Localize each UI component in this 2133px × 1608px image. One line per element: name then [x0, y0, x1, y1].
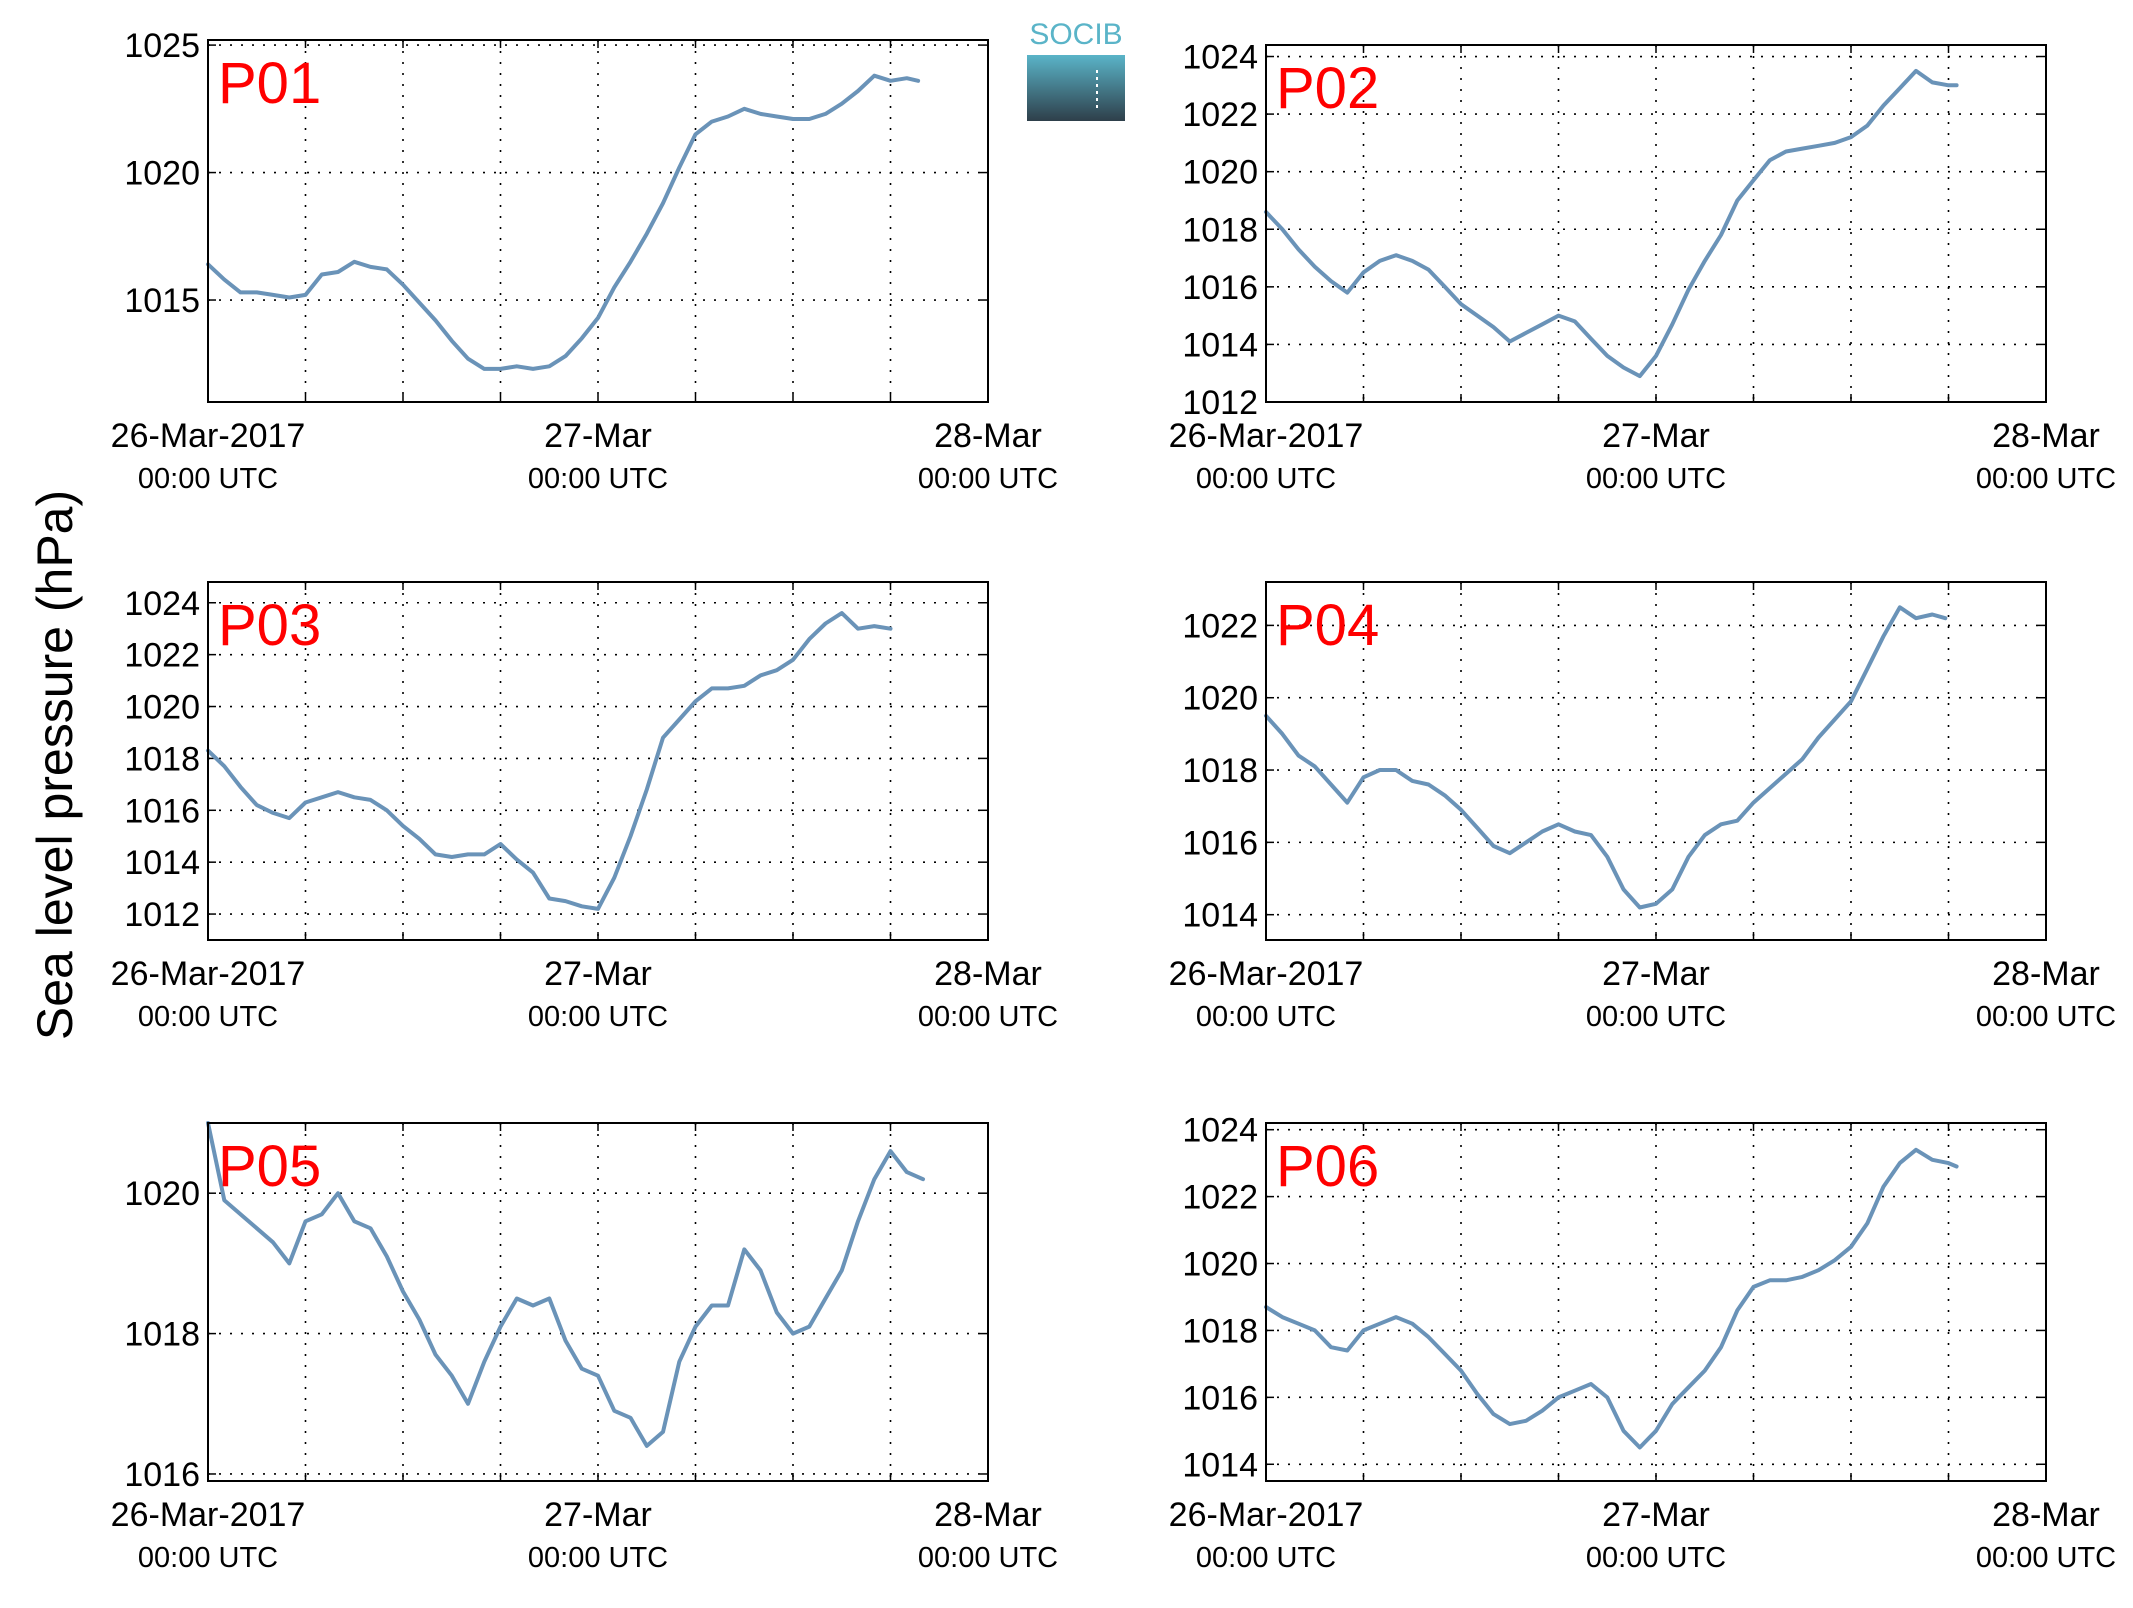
x-tick-label: 28-Mar [1992, 955, 2100, 993]
x-tick-time-label: 00:00 UTC [138, 463, 278, 495]
y-tick-label: 1014 [124, 844, 200, 882]
chart-panel-p01: 1015 1020 1025 26-Mar-2017 00:00 UTC 27-Mar 00… [111, 27, 1058, 495]
axes-frame [1265, 581, 2047, 941]
x-tick-label: 27-Mar [544, 1496, 652, 1534]
x-tick-time-label: 00:00 UTC [918, 1542, 1058, 1574]
series-line [206, 73, 921, 371]
y-tick-label: 1020 [1182, 154, 1258, 192]
x-tick-time-label: 00:00 UTC [1976, 1001, 2116, 1033]
chart-panel-p03: 1012 1014 1016 1018 1020 1022 1024 26-Mar-2017 0… [111, 581, 1058, 1033]
series-line [1264, 68, 1959, 379]
socib-logo: SOCIB [1027, 18, 1125, 121]
x-tick-time-label: 00:00 UTC [1586, 463, 1726, 495]
chart-panel-p04: 1014 1016 1018 1020 1022 26-Mar-2017 00:00 UTC… [1169, 581, 2116, 1033]
x-tick-label: 26-Mar-2017 [1169, 955, 1364, 993]
y-tick-label: 1016 [1182, 1379, 1258, 1417]
chart-panel-p05: 1016 1018 1020 26-Mar-2017 00:00 UTC 27-Mar 00… [111, 1121, 1058, 1574]
x-tick-label: 27-Mar [1602, 417, 1710, 455]
y-tick-label: 1016 [124, 1456, 200, 1494]
x-tick-label: 26-Mar-2017 [111, 1496, 306, 1534]
panel-label: P02 [1276, 56, 1379, 121]
series-line [206, 1121, 925, 1448]
y-tick-label: 1018 [124, 740, 200, 778]
x-tick-time-label: 00:00 UTC [528, 1542, 668, 1574]
x-tick-time-label: 00:00 UTC [1196, 1001, 1336, 1033]
axes-frame [207, 1122, 989, 1482]
panel-label: P05 [218, 1134, 321, 1199]
y-tick-label: 1016 [124, 792, 200, 830]
y-tick-label: 1016 [1182, 269, 1258, 307]
y-tick-label: 1020 [124, 689, 200, 727]
x-tick-time-label: 00:00 UTC [1976, 463, 2116, 495]
x-tick-time-label: 00:00 UTC [138, 1001, 278, 1033]
x-tick-label: 28-Mar [934, 955, 1042, 993]
y-tick-label: 1014 [1182, 1446, 1258, 1484]
axes-frame [1265, 1122, 2047, 1482]
axes-frame [207, 581, 989, 941]
x-tick-label: 26-Mar-2017 [111, 955, 306, 993]
x-tick-label: 27-Mar [544, 417, 652, 455]
y-tick-label: 1014 [1182, 326, 1258, 364]
y-tick-label: 1018 [124, 1316, 200, 1354]
x-tick-label: 27-Mar [1602, 1496, 1710, 1534]
y-tick-label: 1022 [1182, 607, 1258, 645]
x-tick-time-label: 00:00 UTC [1586, 1542, 1726, 1574]
panel-label: P03 [218, 593, 321, 658]
x-tick-label: 26-Mar-2017 [1169, 1496, 1364, 1534]
panel-label: P06 [1276, 1134, 1379, 1199]
x-tick-label: 27-Mar [1602, 955, 1710, 993]
x-tick-time-label: 00:00 UTC [1196, 463, 1336, 495]
y-tick-label: 1024 [124, 585, 200, 623]
y-tick-label: 1020 [1182, 1246, 1258, 1284]
y-tick-label: 1020 [124, 155, 200, 193]
y-tick-label: 1022 [124, 637, 200, 675]
x-tick-label: 28-Mar [934, 1496, 1042, 1534]
x-tick-time-label: 00:00 UTC [1976, 1542, 2116, 1574]
panel-label: P01 [218, 51, 321, 116]
x-tick-time-label: 00:00 UTC [1196, 1542, 1336, 1574]
x-tick-label: 27-Mar [544, 955, 652, 993]
y-tick-label: 1018 [1182, 211, 1258, 249]
y-axis-label: Sea level pressure (hPa) [27, 490, 83, 1040]
socib-logo-box [1027, 55, 1125, 121]
y-tick-label: 1014 [1182, 897, 1258, 935]
chart-panel-p06: 1014 1016 1018 1020 1022 1024 26-Mar-2017 00:00… [1169, 1112, 2116, 1574]
y-tick-label: 1025 [124, 27, 200, 65]
y-tick-label: 1022 [1182, 1179, 1258, 1217]
axes-frame [207, 39, 989, 403]
x-tick-time-label: 00:00 UTC [918, 463, 1058, 495]
x-tick-time-label: 00:00 UTC [528, 1001, 668, 1033]
x-tick-time-label: 00:00 UTC [138, 1542, 278, 1574]
y-tick-label: 1018 [1182, 752, 1258, 790]
series-line [1264, 1147, 1959, 1450]
axes-frame [1265, 44, 2047, 403]
y-tick-label: 1015 [124, 282, 200, 320]
y-tick-label: 1024 [1182, 1112, 1258, 1150]
socib-logo-text: SOCIB [1029, 18, 1122, 51]
panel-label: P04 [1276, 593, 1379, 658]
x-tick-time-label: 00:00 UTC [528, 463, 668, 495]
x-tick-label: 28-Mar [1992, 417, 2100, 455]
x-tick-time-label: 00:00 UTC [918, 1001, 1058, 1033]
y-tick-label: 1012 [124, 896, 200, 934]
y-tick-label: 1022 [1182, 96, 1258, 134]
x-tick-time-label: 00:00 UTC [1586, 1001, 1726, 1033]
x-tick-label: 26-Mar-2017 [111, 417, 306, 455]
x-tick-label: 26-Mar-2017 [1169, 417, 1364, 455]
series-line [206, 611, 893, 911]
y-tick-label: 1012 [1182, 384, 1258, 422]
y-tick-label: 1024 [1182, 39, 1258, 77]
x-tick-label: 28-Mar [934, 417, 1042, 455]
y-tick-label: 1020 [1182, 680, 1258, 718]
chart-panel-p02: 1012 1014 1016 1018 1020 1022 1024 26-Mar-2017 0… [1169, 39, 2116, 495]
x-tick-label: 28-Mar [1992, 1496, 2100, 1534]
y-tick-label: 1018 [1182, 1312, 1258, 1350]
series-line [1264, 605, 1948, 910]
y-tick-label: 1020 [124, 1175, 200, 1213]
y-tick-label: 1016 [1182, 824, 1258, 862]
